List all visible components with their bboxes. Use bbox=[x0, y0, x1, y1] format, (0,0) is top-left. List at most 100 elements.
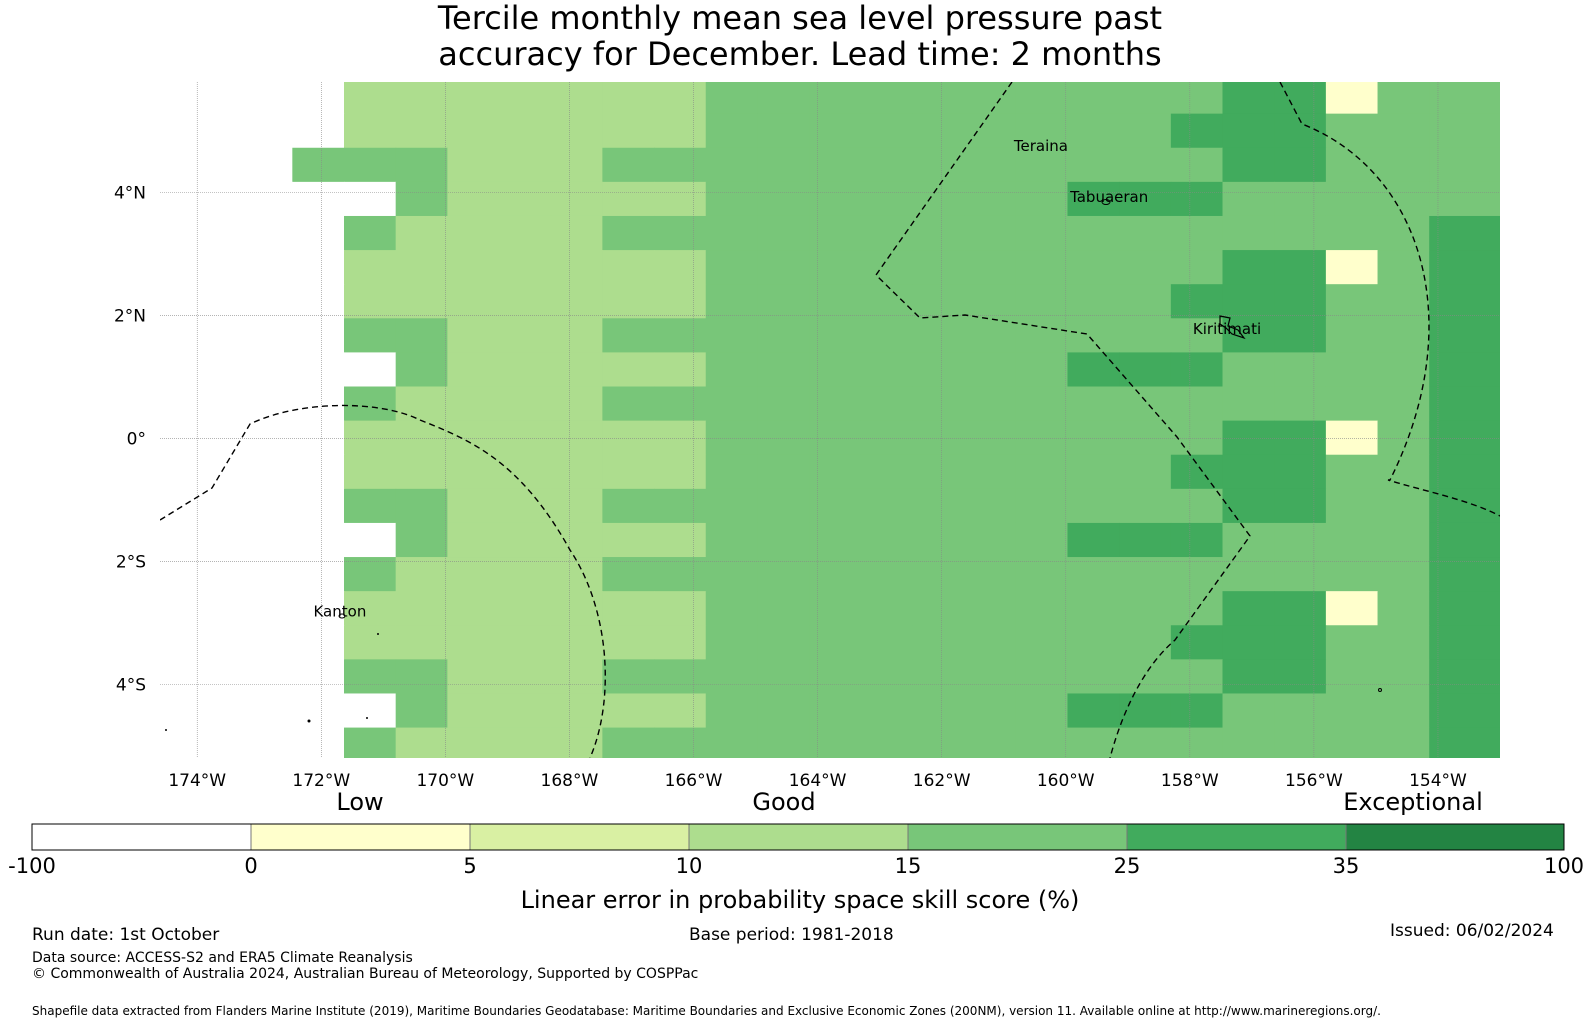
skill-cell bbox=[757, 522, 810, 558]
skill-cell bbox=[499, 591, 552, 626]
skill-cell bbox=[1119, 454, 1172, 490]
skill-cell bbox=[1429, 113, 1482, 149]
skill-cell bbox=[654, 386, 707, 422]
skill-cell bbox=[1325, 181, 1379, 217]
skill-cell bbox=[395, 386, 448, 422]
skill-cell bbox=[1325, 625, 1379, 660]
skill-cell bbox=[447, 113, 500, 149]
skill-cell bbox=[860, 557, 913, 592]
skill-cell bbox=[602, 454, 655, 490]
skill-cell bbox=[705, 625, 758, 660]
skill-cell bbox=[1325, 215, 1379, 251]
skill-cell bbox=[964, 250, 1017, 285]
skill-cell bbox=[1170, 318, 1224, 353]
skill-cell bbox=[1325, 318, 1379, 353]
skill-cell bbox=[964, 488, 1017, 524]
skill-cell bbox=[912, 181, 965, 217]
skill-cell bbox=[1119, 557, 1172, 592]
skill-cell bbox=[705, 284, 758, 319]
skill-cell bbox=[964, 386, 1017, 422]
skill-cell bbox=[550, 181, 603, 217]
skill-cell bbox=[240, 113, 293, 149]
skill-cell bbox=[1222, 522, 1275, 558]
skill-cell bbox=[602, 250, 655, 285]
skill-cell bbox=[705, 181, 758, 217]
skill-cell bbox=[447, 215, 500, 251]
skill-cell bbox=[550, 215, 603, 251]
skill-cell bbox=[550, 386, 603, 422]
skill-cell bbox=[912, 625, 965, 660]
skill-cell bbox=[1533, 591, 1585, 626]
shapefile-credit: Shapefile data extracted from Flanders M… bbox=[32, 1004, 1381, 1018]
skill-cell bbox=[757, 250, 810, 285]
kiritimati-island-outline bbox=[1219, 315, 1246, 340]
skill-cell bbox=[860, 522, 913, 558]
skill-cell bbox=[757, 318, 810, 353]
skill-cell bbox=[344, 181, 397, 217]
islands bbox=[165, 199, 1382, 731]
skill-cell bbox=[1170, 181, 1224, 217]
skill-cell bbox=[1015, 352, 1068, 388]
skill-cell bbox=[705, 659, 758, 694]
skill-cell bbox=[964, 727, 1017, 758]
skill-cell bbox=[1274, 386, 1327, 422]
skill-cell bbox=[240, 488, 293, 524]
skill-cell bbox=[1274, 420, 1327, 456]
skill-cell bbox=[395, 591, 448, 626]
colorbar-tick: 100 bbox=[1543, 854, 1585, 878]
skill-cell bbox=[809, 727, 862, 758]
skill-cell bbox=[705, 693, 758, 729]
skill-cell bbox=[1325, 659, 1379, 694]
skill-cell bbox=[757, 727, 810, 758]
skill-cell bbox=[344, 113, 397, 149]
skill-cell bbox=[344, 284, 397, 319]
skill-cell bbox=[1119, 82, 1172, 115]
skill-cell bbox=[1533, 284, 1585, 319]
skill-cell bbox=[809, 215, 862, 251]
skill-cell bbox=[1015, 591, 1068, 626]
skill-cell bbox=[1480, 181, 1500, 217]
skill-cell bbox=[1429, 215, 1482, 251]
skill-cell bbox=[757, 113, 810, 149]
skill-cell bbox=[240, 386, 293, 422]
skill-cell bbox=[1015, 454, 1068, 490]
skill-cell bbox=[912, 488, 965, 524]
skill-cell bbox=[964, 352, 1017, 388]
skill-cell bbox=[912, 318, 965, 353]
skill-cell bbox=[809, 420, 862, 456]
skill-cell bbox=[1377, 727, 1430, 758]
skill-cell bbox=[1015, 557, 1068, 592]
skill-cell bbox=[1170, 113, 1224, 149]
skill-cell bbox=[654, 625, 707, 660]
skill-cell bbox=[809, 625, 862, 660]
skill-cell bbox=[499, 693, 552, 729]
skill-cell bbox=[1533, 455, 1585, 490]
skill-cell bbox=[292, 181, 345, 217]
colorbar bbox=[31, 823, 1565, 851]
skill-cell bbox=[1274, 659, 1327, 694]
longitude-label: 174°W bbox=[168, 771, 226, 791]
skill-cell bbox=[499, 352, 552, 388]
base-period: Base period: 1981-2018 bbox=[689, 925, 894, 945]
skill-cell bbox=[1222, 693, 1275, 729]
longitude-label: 164°W bbox=[789, 771, 847, 791]
eez-boundary-north bbox=[875, 82, 1251, 758]
skill-cell bbox=[395, 625, 448, 660]
skill-cell bbox=[602, 113, 655, 149]
skill-cell bbox=[654, 352, 707, 388]
skill-cell bbox=[809, 454, 862, 490]
skill-cell bbox=[1377, 386, 1430, 422]
skill-cell bbox=[1377, 318, 1430, 353]
skill-cell bbox=[1533, 114, 1585, 149]
skill-cell bbox=[705, 386, 758, 422]
skill-cell bbox=[1119, 727, 1172, 758]
skill-cell bbox=[1480, 522, 1500, 558]
skill-cell bbox=[499, 181, 552, 217]
skill-cell bbox=[654, 318, 707, 353]
skill-cell bbox=[964, 420, 1017, 456]
skill-cell bbox=[344, 693, 397, 729]
skill-cell bbox=[964, 557, 1017, 592]
skill-cell bbox=[1533, 387, 1585, 422]
latitude-label: 2°N bbox=[114, 307, 146, 327]
skill-cell bbox=[1274, 284, 1327, 319]
